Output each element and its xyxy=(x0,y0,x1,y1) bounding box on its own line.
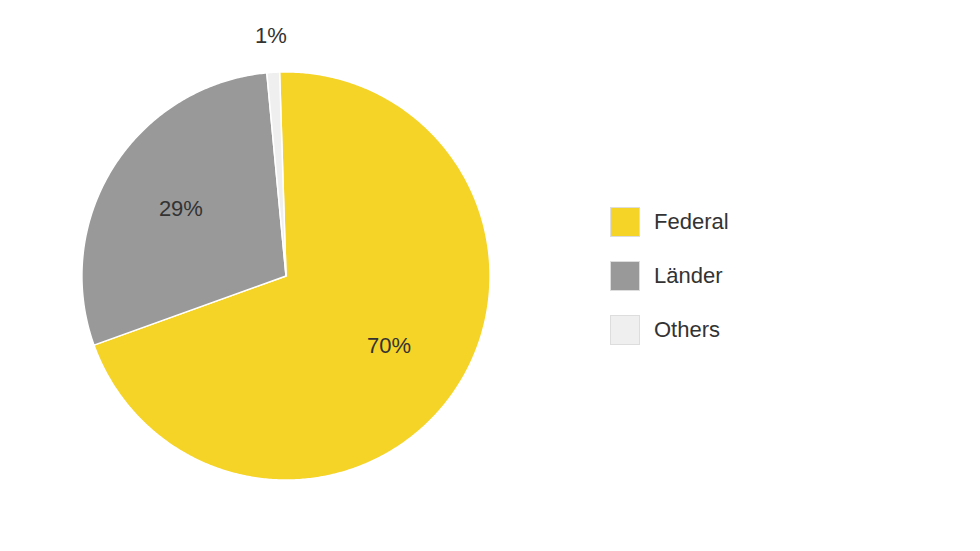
html-text:Federal: Federal xyxy=(654,208,729,234)
svg-text:70%: 70% xyxy=(367,333,411,358)
html-text:Länder: Länder xyxy=(654,262,723,288)
svg-text:29%: 29% xyxy=(159,196,203,221)
svg-text:1%: 1% xyxy=(255,23,287,48)
html-text:Others: Others xyxy=(654,316,720,342)
